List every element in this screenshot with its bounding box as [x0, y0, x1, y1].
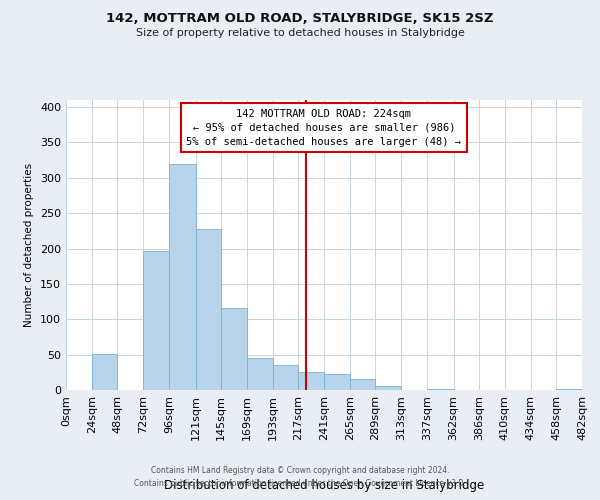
Text: Size of property relative to detached houses in Stalybridge: Size of property relative to detached ho…: [136, 28, 464, 38]
Y-axis label: Number of detached properties: Number of detached properties: [25, 163, 34, 327]
Bar: [169, 164, 196, 390]
Bar: [143, 252, 169, 390]
Bar: [221, 308, 247, 390]
Bar: [196, 228, 221, 390]
X-axis label: Distribution of detached houses by size in Stalybridge: Distribution of detached houses by size …: [164, 479, 484, 492]
Bar: [272, 365, 298, 390]
Bar: [376, 386, 401, 390]
Bar: [298, 372, 324, 390]
Bar: [92, 354, 118, 390]
Bar: [247, 358, 272, 390]
Bar: [556, 388, 582, 390]
Text: 142 MOTTRAM OLD ROAD: 224sqm
← 95% of detached houses are smaller (986)
5% of se: 142 MOTTRAM OLD ROAD: 224sqm ← 95% of de…: [187, 108, 461, 146]
Text: 142, MOTTRAM OLD ROAD, STALYBRIDGE, SK15 2SZ: 142, MOTTRAM OLD ROAD, STALYBRIDGE, SK15…: [106, 12, 494, 26]
Bar: [427, 388, 454, 390]
Bar: [350, 380, 376, 390]
Text: Contains HM Land Registry data © Crown copyright and database right 2024.
Contai: Contains HM Land Registry data © Crown c…: [134, 466, 466, 487]
Bar: [324, 374, 350, 390]
